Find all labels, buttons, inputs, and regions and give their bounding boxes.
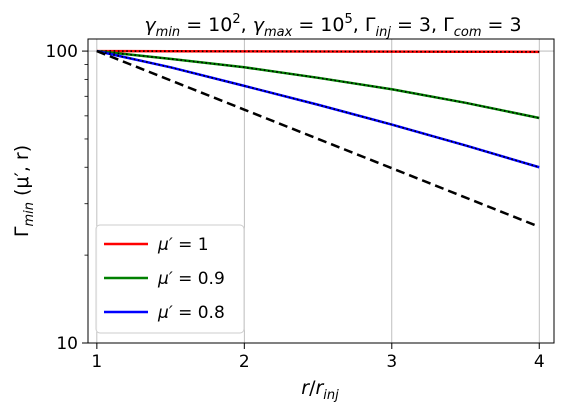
plot-frame <box>87 38 555 344</box>
x-tick-label-3: 3 <box>386 352 397 372</box>
y-tick-label-10: 10 <box>56 334 78 354</box>
legend-label-mu-0-8: μ′ = 0.8 <box>157 303 225 323</box>
series-overlay-dotted-2 <box>96 50 540 169</box>
chart-title: γmin = 102, γmax = 105, Γinj = 3, Γcom =… <box>144 12 521 40</box>
x-tick-label-1: 1 <box>91 352 102 372</box>
legend-box <box>95 224 245 334</box>
dashed-reference-line <box>96 49 540 228</box>
x-axis-label: r/rinj <box>301 377 339 403</box>
x-tick-label-2: 2 <box>239 352 250 372</box>
series-overlay-dotted-1 <box>96 50 540 119</box>
series-line-0 <box>96 49 540 54</box>
series-line-1 <box>96 49 540 120</box>
series-lines <box>96 49 540 228</box>
axis-ticks: 1 2 3 4 10 100 <box>46 42 545 372</box>
x-tick-label-4: 4 <box>534 352 545 372</box>
y-tick-label-100: 100 <box>46 42 78 62</box>
y-axis-label: Γmin (μ′, r) <box>11 145 37 237</box>
legend-label-mu-0-9: μ′ = 0.9 <box>157 269 225 289</box>
series-line-2 <box>96 49 540 169</box>
legend: μ′ = 1 μ′ = 0.9 μ′ = 0.8 <box>95 224 245 334</box>
legend-label-mu-1: μ′ = 1 <box>157 235 209 255</box>
